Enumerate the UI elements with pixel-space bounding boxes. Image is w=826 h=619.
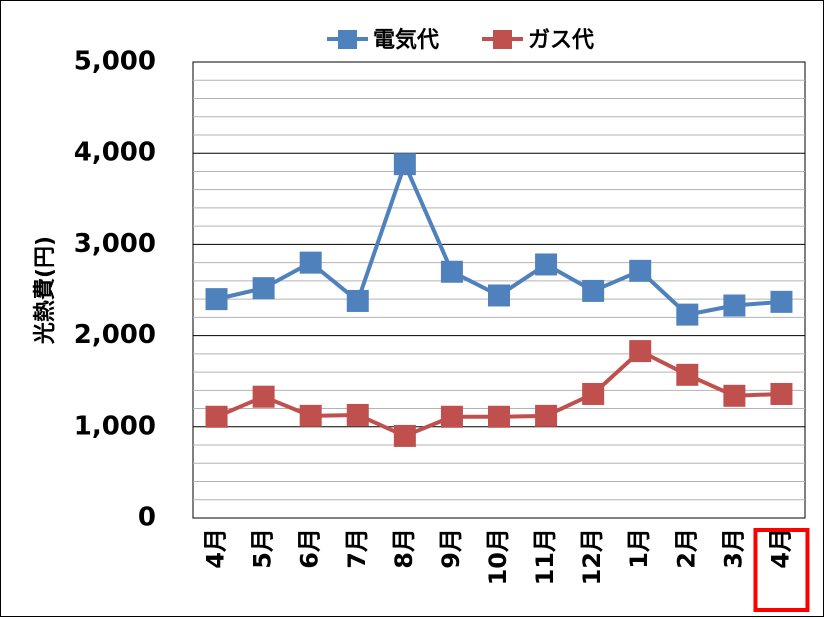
x-tick-label: 6月: [296, 528, 324, 569]
x-tick-label: 11月: [531, 528, 559, 585]
data-point-series-2: [676, 363, 699, 386]
data-point-series-1: [205, 288, 228, 311]
y-axis-ticks: 0 1,000 2,000 3,000 4,000 5,000: [74, 47, 156, 533]
major-gridlines: [193, 152, 805, 428]
legend: 電気代 ガス代: [327, 27, 594, 53]
data-point-series-1: [393, 153, 416, 176]
data-point-series-2: [346, 403, 369, 426]
data-point-series-2: [770, 382, 793, 405]
data-point-series-2: [299, 404, 322, 427]
data-point-series-2: [205, 405, 228, 428]
legend-label-series-1: 電気代: [373, 27, 439, 53]
y-tick-label: 4,000: [74, 138, 156, 168]
data-point-series-1: [346, 289, 369, 312]
y-axis-label: 光熱費(円): [32, 236, 58, 345]
x-tick-label: 10月: [484, 528, 512, 585]
data-point-series-1: [488, 284, 510, 307]
data-point-series-2: [393, 424, 416, 447]
data-point-series-2: [723, 384, 746, 407]
x-tick-label: 4月: [766, 528, 794, 569]
x-axis-ticks: 4月 5月 6月 7月 8月 9月 10月 11月 12月 1月 2月 3月 4月: [202, 528, 795, 585]
x-tick-label: 9月: [437, 528, 465, 569]
minor-gridlines: [193, 79, 805, 501]
highlight-box: [753, 528, 810, 612]
x-tick-label: 1月: [625, 528, 653, 569]
x-tick-label: 2月: [672, 528, 700, 569]
data-point-series-1: [629, 259, 652, 282]
data-point-series-1: [440, 260, 463, 283]
data-point-series-2: [582, 382, 605, 405]
x-tick-label: 7月: [343, 528, 371, 569]
legend-marker-series-2: [493, 30, 512, 49]
data-point-series-2: [440, 405, 463, 428]
x-tick-label: 4月: [202, 528, 230, 569]
y-tick-label: 1,000: [74, 411, 156, 441]
data-point-series-1: [770, 290, 793, 313]
data-point-series-1: [582, 279, 605, 302]
y-tick-label: 5,000: [74, 47, 156, 77]
data-point-series-2: [535, 404, 558, 427]
data-point-series-2: [629, 340, 652, 363]
data-point-series-1: [299, 251, 322, 274]
data-point-series-1: [252, 277, 275, 300]
data-point-series-2: [252, 385, 275, 408]
x-tick-label: 5月: [249, 528, 277, 569]
data-point-series-2: [488, 405, 510, 428]
y-tick-label: 0: [138, 503, 156, 533]
data-point-series-1: [535, 253, 558, 276]
x-tick-label: 12月: [578, 528, 606, 585]
x-tick-label: 3月: [719, 528, 747, 569]
data-point-series-1: [723, 294, 746, 317]
y-tick-label: 3,000: [74, 229, 156, 259]
data-point-series-1: [676, 303, 699, 326]
x-tick-label: 8月: [390, 528, 418, 569]
series-group: [205, 153, 793, 447]
legend-marker-series-1: [338, 30, 357, 49]
legend-label-series-2: ガス代: [528, 28, 594, 53]
y-tick-label: 2,000: [74, 320, 156, 350]
